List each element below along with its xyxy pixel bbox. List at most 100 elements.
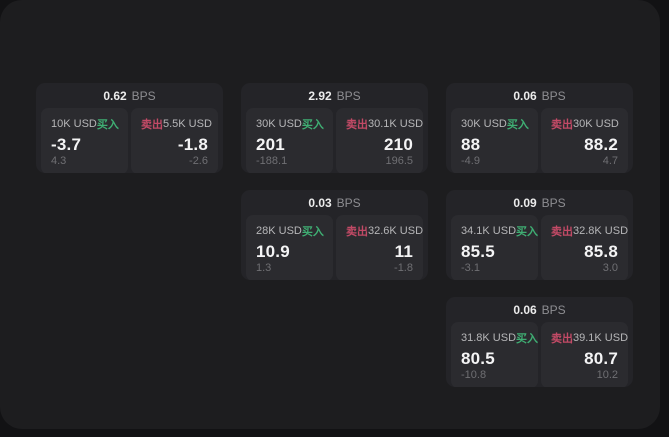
buy-notional: 34.1K USD [461,225,517,237]
quote-card: 0.09 BPS 34.1K USD 买入 85.5 -3.1 卖出 32.8K… [446,190,633,280]
quote-tiles: 30K USD 买入 201 -188.1 卖出 30.1K USD 210 1… [241,108,428,173]
sell-quote-tile[interactable]: 卖出 30K USD 88.2 4.7 [541,108,628,173]
card-header: 0.62 BPS [36,83,223,108]
bps-unit-label: BPS [541,88,566,103]
sell-subvalue: 196.5 [385,155,413,167]
sell-quote-tile[interactable]: 卖出 32.8K USD 85.8 3.0 [541,215,628,280]
bps-value: 2.92 [308,88,332,103]
bps-value: 0.62 [103,88,127,103]
quote-tiles: 30K USD 买入 88 -4.9 卖出 30K USD 88.2 4.7 [446,108,633,173]
sell-notional: 30.1K USD [368,118,424,130]
quote-tiles: 28K USD 买入 10.9 1.3 卖出 32.6K USD 11 -1.8 [241,215,428,280]
sell-notional: 30K USD [573,118,619,130]
buy-side-label: 买入 [516,333,539,345]
buy-price: 85.5 [461,242,495,261]
buy-price: 80.5 [461,349,495,368]
buy-quote-tile[interactable]: 28K USD 买入 10.9 1.3 [246,215,333,280]
card-header: 0.06 BPS [446,83,633,108]
quote-card: 0.06 BPS 30K USD 买入 88 -4.9 卖出 30K USD 8… [446,83,633,173]
buy-price: 201 [256,135,285,154]
buy-tile-header: 31.8K USD 买入 [461,330,538,346]
sell-side-label: 卖出 [551,226,573,238]
buy-subvalue: -3.1 [461,262,480,274]
buy-side-label: 买入 [506,119,529,131]
card-header: 0.09 BPS [446,190,633,215]
sell-side-label: 卖出 [141,119,163,131]
quote-tiles: 31.8K USD 买入 80.5 -10.8 卖出 39.1K USD 80.… [446,322,633,387]
sell-side-label: 卖出 [551,119,573,131]
quote-card: 2.92 BPS 30K USD 买入 201 -188.1 卖出 30.1K … [241,83,428,173]
sell-tile-header: 卖出 32.8K USD [551,223,628,239]
buy-side-label: 买入 [516,226,539,238]
bps-unit-label: BPS [131,88,156,103]
quote-card: 0.03 BPS 28K USD 买入 10.9 1.3 卖出 32.6K US… [241,190,428,280]
buy-tile-header: 10K USD 买入 [51,116,119,132]
buy-quote-tile[interactable]: 30K USD 买入 201 -188.1 [246,108,333,173]
sell-quote-tile[interactable]: 卖出 39.1K USD 80.7 10.2 [541,322,628,387]
buy-notional: 30K USD [461,118,507,130]
sell-notional: 32.8K USD [573,225,629,237]
bps-value: 0.09 [513,195,537,210]
bps-value: 0.03 [308,195,332,210]
buy-quote-tile[interactable]: 31.8K USD 买入 80.5 -10.8 [451,322,538,387]
bps-value: 0.06 [513,88,537,103]
sell-side-label: 卖出 [346,226,368,238]
buy-subvalue: -188.1 [256,155,288,167]
quote-tiles: 10K USD 买入 -3.7 4.3 卖出 5.5K USD -1.8 -2.… [36,108,223,173]
sell-quote-tile[interactable]: 卖出 5.5K USD -1.8 -2.6 [131,108,218,173]
bps-unit-label: BPS [336,195,361,210]
sell-quote-tile[interactable]: 卖出 32.6K USD 11 -1.8 [336,215,423,280]
bps-unit-label: BPS [336,88,361,103]
sell-notional: 32.6K USD [368,225,424,237]
sell-price: 80.7 [584,349,618,368]
buy-subvalue: 4.3 [51,155,67,167]
buy-notional: 30K USD [256,118,302,130]
card-header: 0.03 BPS [241,190,428,215]
sell-tile-header: 卖出 30.1K USD [346,116,423,132]
buy-side-label: 买入 [301,119,324,131]
buy-quote-tile[interactable]: 34.1K USD 买入 85.5 -3.1 [451,215,538,280]
sell-price: 85.8 [584,242,618,261]
buy-tile-header: 30K USD 买入 [256,116,324,132]
buy-side-label: 买入 [301,226,324,238]
buy-subvalue: -10.8 [461,369,487,381]
sell-notional: 39.1K USD [573,332,629,344]
main-panel: 0.62 BPS 10K USD 买入 -3.7 4.3 卖出 5.5K USD… [0,0,660,429]
buy-quote-tile[interactable]: 10K USD 买入 -3.7 4.3 [41,108,128,173]
buy-tile-header: 34.1K USD 买入 [461,223,538,239]
quote-card: 0.62 BPS 10K USD 买入 -3.7 4.3 卖出 5.5K USD… [36,83,223,173]
sell-price: -1.8 [177,135,208,154]
sell-tile-header: 卖出 5.5K USD [141,116,212,132]
sell-quote-tile[interactable]: 卖出 30.1K USD 210 196.5 [336,108,423,173]
buy-price: 88 [461,135,481,154]
buy-side-label: 买入 [96,119,119,131]
buy-tile-header: 30K USD 买入 [461,116,529,132]
quote-card-grid: 0.62 BPS 10K USD 买入 -3.7 4.3 卖出 5.5K USD… [36,83,633,387]
sell-subvalue: 3.0 [602,262,618,274]
buy-tile-header: 28K USD 买入 [256,223,324,239]
buy-notional: 10K USD [51,118,97,130]
buy-subvalue: -4.9 [461,155,480,167]
sell-tile-header: 卖出 39.1K USD [551,330,628,346]
sell-subvalue: 10.2 [596,369,618,381]
sell-tile-header: 卖出 32.6K USD [346,223,423,239]
sell-side-label: 卖出 [346,119,368,131]
sell-notional: 5.5K USD [163,118,212,130]
sell-subvalue: -1.8 [394,262,413,274]
sell-side-label: 卖出 [551,333,573,345]
buy-notional: 31.8K USD [461,332,517,344]
quote-tiles: 34.1K USD 买入 85.5 -3.1 卖出 32.8K USD 85.8… [446,215,633,280]
sell-price: 88.2 [584,135,618,154]
buy-subvalue: 1.3 [256,262,272,274]
sell-tile-header: 卖出 30K USD [551,116,619,132]
sell-price: 11 [394,242,413,261]
bps-unit-label: BPS [541,195,566,210]
card-header: 0.06 BPS [446,297,633,322]
sell-price: 210 [384,135,413,154]
buy-notional: 28K USD [256,225,302,237]
bps-value: 0.06 [513,302,537,317]
buy-quote-tile[interactable]: 30K USD 买入 88 -4.9 [451,108,538,173]
bps-unit-label: BPS [541,302,566,317]
sell-subvalue: 4.7 [602,155,618,167]
sell-subvalue: -2.6 [189,155,208,167]
